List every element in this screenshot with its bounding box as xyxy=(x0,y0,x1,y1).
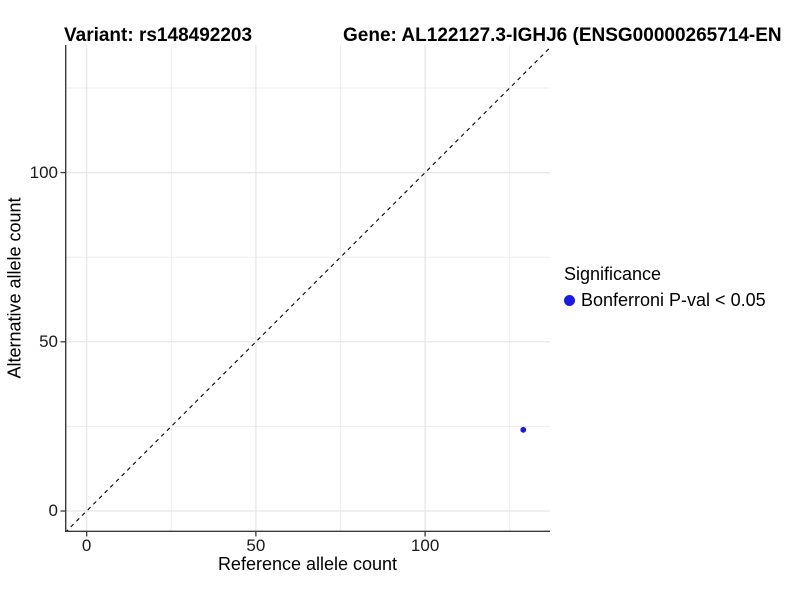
identity-line xyxy=(65,46,550,532)
x-axis-title: Reference allele count xyxy=(217,554,398,574)
x-tick-label: 100 xyxy=(410,536,440,555)
y-tick-label: 50 xyxy=(39,331,58,351)
gene-title: Gene: AL122127.3-IGHJ6 (ENSG00000265714-… xyxy=(343,25,782,46)
y-tick-label: 100 xyxy=(29,162,58,182)
legend-title: Significance xyxy=(564,264,662,284)
legend-item: Bonferroni P-val < 0.05 xyxy=(564,290,766,311)
y-tick-label: 0 xyxy=(48,501,58,521)
legend-item-label: Bonferroni P-val < 0.05 xyxy=(581,290,766,310)
variant-title: Variant: rs148492203 xyxy=(64,25,253,46)
x-tick-label: 0 xyxy=(81,536,92,555)
x-tick-label: 50 xyxy=(246,536,266,555)
point-marker-icon xyxy=(564,295,575,306)
legend: Significance Bonferroni P-val < 0.05 xyxy=(564,264,766,311)
plot-panel xyxy=(60,45,550,537)
data-point xyxy=(520,426,527,433)
